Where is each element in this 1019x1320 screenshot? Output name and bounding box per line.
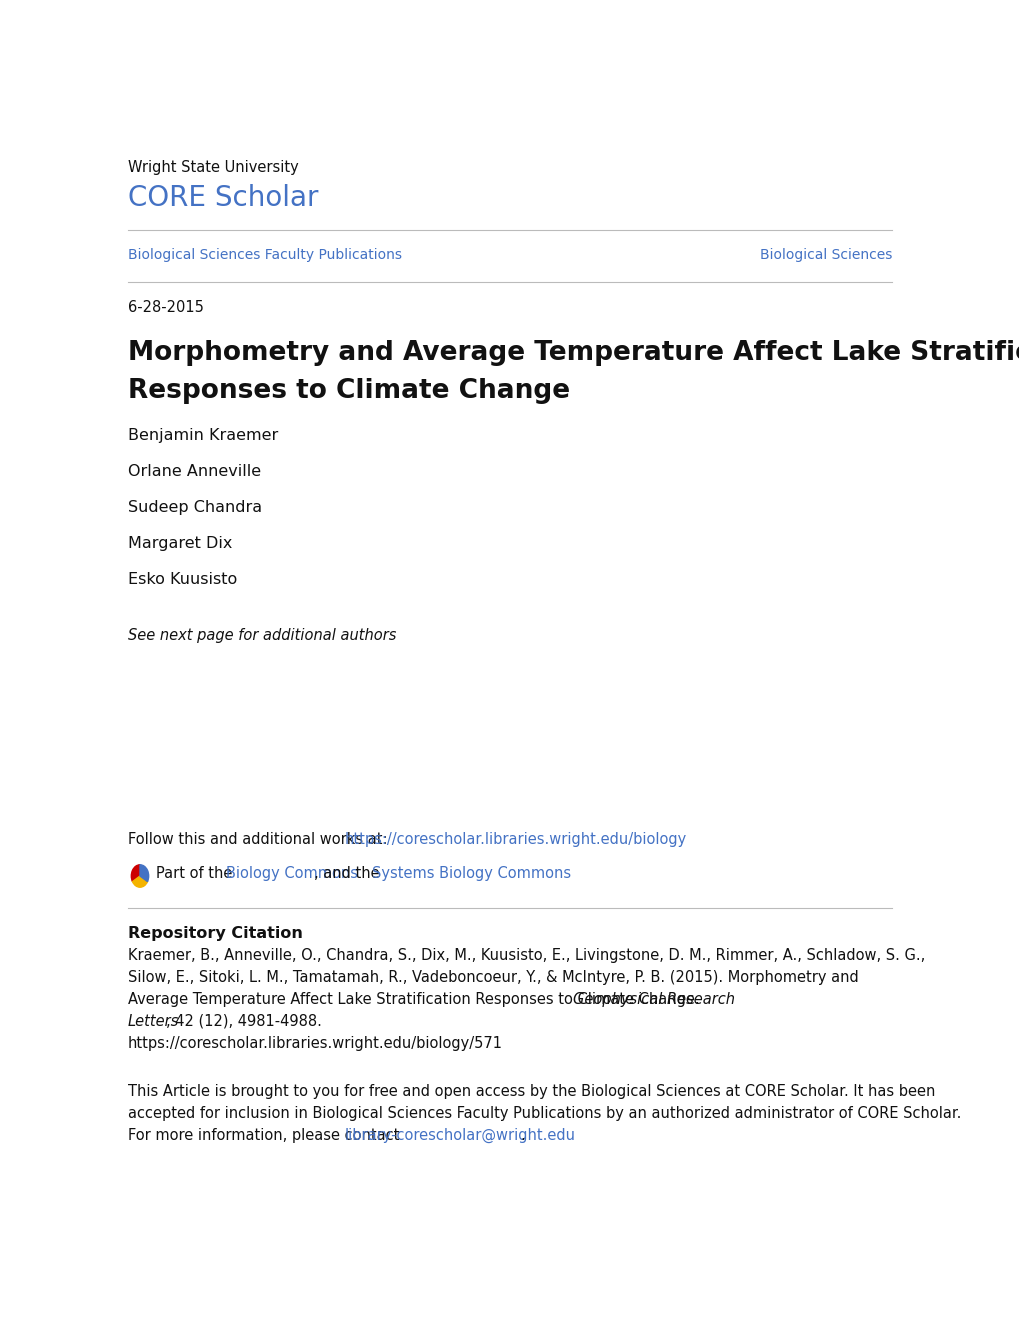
- Text: https://corescholar.libraries.wright.edu/biology/571: https://corescholar.libraries.wright.edu…: [127, 1036, 502, 1051]
- Text: Margaret Dix: Margaret Dix: [127, 536, 232, 550]
- Text: Follow this and additional works at:: Follow this and additional works at:: [127, 832, 391, 847]
- Text: 6-28-2015: 6-28-2015: [127, 300, 204, 315]
- Text: For more information, please contact: For more information, please contact: [127, 1129, 404, 1143]
- Text: CORE Scholar: CORE Scholar: [127, 183, 318, 213]
- Text: Biology Commons: Biology Commons: [226, 866, 358, 880]
- Text: Biological Sciences Faculty Publications: Biological Sciences Faculty Publications: [127, 248, 401, 261]
- Wedge shape: [140, 865, 149, 882]
- Text: Kraemer, B., Anneville, O., Chandra, S., Dix, M., Kuusisto, E., Livingstone, D. : Kraemer, B., Anneville, O., Chandra, S.,…: [127, 948, 924, 964]
- Text: Responses to Climate Change: Responses to Climate Change: [127, 378, 570, 404]
- Text: Geophysical Research: Geophysical Research: [572, 993, 734, 1007]
- Text: Orlane Anneville: Orlane Anneville: [127, 465, 261, 479]
- Text: Letters: Letters: [127, 1014, 179, 1030]
- Text: Biological Sciences: Biological Sciences: [759, 248, 892, 261]
- Text: This Article is brought to you for free and open access by the Biological Scienc: This Article is brought to you for free …: [127, 1084, 934, 1100]
- Text: Systems Biology Commons: Systems Biology Commons: [372, 866, 571, 880]
- Text: Part of the: Part of the: [156, 866, 236, 880]
- Text: Silow, E., Sitoki, L. M., Tamatamah, R., Vadeboncoeur, Y., & McIntyre, P. B. (20: Silow, E., Sitoki, L. M., Tamatamah, R.,…: [127, 970, 858, 985]
- Text: Morphometry and Average Temperature Affect Lake Stratification: Morphometry and Average Temperature Affe…: [127, 341, 1019, 366]
- Wedge shape: [132, 876, 148, 887]
- Text: Benjamin Kraemer: Benjamin Kraemer: [127, 428, 278, 444]
- Text: , 42 (12), 4981-4988.: , 42 (12), 4981-4988.: [166, 1014, 321, 1030]
- Text: , and the: , and the: [314, 866, 384, 880]
- Text: Sudeep Chandra: Sudeep Chandra: [127, 500, 262, 515]
- Text: library-corescholar@wright.edu: library-corescholar@wright.edu: [344, 1129, 575, 1143]
- Text: Repository Citation: Repository Citation: [127, 927, 303, 941]
- Text: Esko Kuusisto: Esko Kuusisto: [127, 572, 237, 587]
- Text: .: .: [520, 1129, 524, 1143]
- Text: See next page for additional authors: See next page for additional authors: [127, 628, 396, 643]
- Text: accepted for inclusion in Biological Sciences Faculty Publications by an authori: accepted for inclusion in Biological Sci…: [127, 1106, 961, 1121]
- Text: https://corescholar.libraries.wright.edu/biology: https://corescholar.libraries.wright.edu…: [344, 832, 686, 847]
- Wedge shape: [131, 865, 140, 882]
- Text: Average Temperature Affect Lake Stratification Responses to Climate Change.: Average Temperature Affect Lake Stratifi…: [127, 993, 703, 1007]
- Text: Wright State University: Wright State University: [127, 160, 299, 176]
